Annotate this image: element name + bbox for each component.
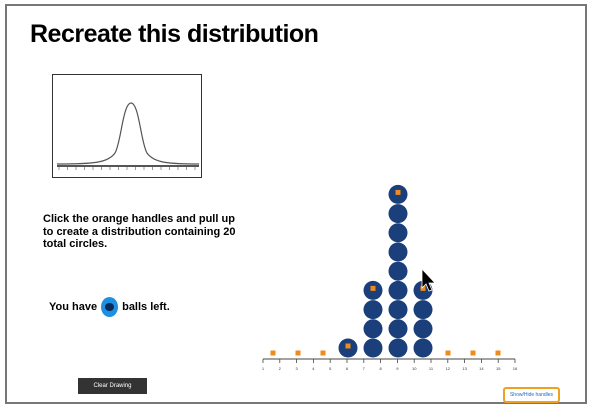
axis-tick-label: 11 xyxy=(429,366,434,371)
stack-dot xyxy=(363,300,383,320)
orange-handle[interactable] xyxy=(420,285,426,291)
axis-tick-label: 10 xyxy=(412,366,417,371)
stack-dot xyxy=(388,223,408,243)
preview-axis-ticks xyxy=(58,166,196,170)
ball-icon xyxy=(105,303,115,311)
axis-tick-label: 16 xyxy=(513,366,518,371)
stack-dot xyxy=(388,300,408,320)
target-curve-chart xyxy=(56,102,200,170)
axis-tick-label: 15 xyxy=(496,366,501,371)
stack-dot xyxy=(413,300,433,320)
axis-tick-label: 2 xyxy=(279,366,282,371)
axis-tick-label: 3 xyxy=(295,366,298,371)
stack-dot xyxy=(388,242,408,262)
preview-curve xyxy=(56,102,200,165)
axis-tick-label: 9 xyxy=(396,366,399,371)
axis-tick-label: 14 xyxy=(479,366,484,371)
axis-tick-label: 1 xyxy=(262,366,265,371)
orange-handle[interactable] xyxy=(295,350,301,356)
orange-handle[interactable] xyxy=(495,350,501,356)
target-distribution-preview xyxy=(52,74,202,178)
balls-left-status: You have balls left. xyxy=(49,297,170,317)
axis-tick-label: 4 xyxy=(312,366,315,371)
balls-left-badge xyxy=(101,297,119,317)
stack-dot xyxy=(388,338,408,358)
stack-dot xyxy=(388,319,408,339)
stack-dot xyxy=(388,204,408,224)
show-hide-handles-button[interactable]: Show/Hide handles xyxy=(503,387,560,403)
orange-handle[interactable] xyxy=(370,285,376,291)
stack-dot xyxy=(388,261,408,281)
axis-tick-label: 12 xyxy=(446,366,451,371)
orange-handle[interactable] xyxy=(395,189,401,195)
axis-tick-label: 6 xyxy=(346,366,349,371)
stack-dot xyxy=(363,338,383,358)
page-title: Recreate this distribution xyxy=(30,20,319,48)
balls-left-suffix: balls left. xyxy=(122,301,170,313)
stack-dot xyxy=(413,319,433,339)
axis-tick-label: 13 xyxy=(462,366,467,371)
balls-left-prefix: You have xyxy=(49,301,98,313)
stack-dot xyxy=(363,319,383,339)
instructions-text: Click the orange handles and pull up to … xyxy=(43,213,236,250)
dot-plot-svg: 1 2 3 4 5 6 7 8 9 10 11 12 13 14 15 16 xyxy=(262,184,518,371)
orange-handle[interactable] xyxy=(320,350,326,356)
mouse-cursor-icon xyxy=(421,267,436,292)
orange-handle[interactable] xyxy=(270,350,276,356)
clear-drawing-button[interactable]: Clear Drawing xyxy=(78,378,147,394)
stack-dot xyxy=(413,338,433,358)
axis-tick-label: 8 xyxy=(379,366,382,371)
orange-handle[interactable] xyxy=(470,350,476,356)
axis-tick-label: 7 xyxy=(363,366,366,371)
dot-plot-area[interactable]: 1 2 3 4 5 6 7 8 9 10 11 12 13 14 15 16 xyxy=(257,136,527,381)
axis-tick-label: 5 xyxy=(329,366,332,371)
activity-frame: Recreate this distribution Click the ora… xyxy=(5,4,587,404)
orange-handle[interactable] xyxy=(445,350,451,356)
stack-dot xyxy=(388,280,408,300)
orange-handle[interactable] xyxy=(345,343,351,349)
